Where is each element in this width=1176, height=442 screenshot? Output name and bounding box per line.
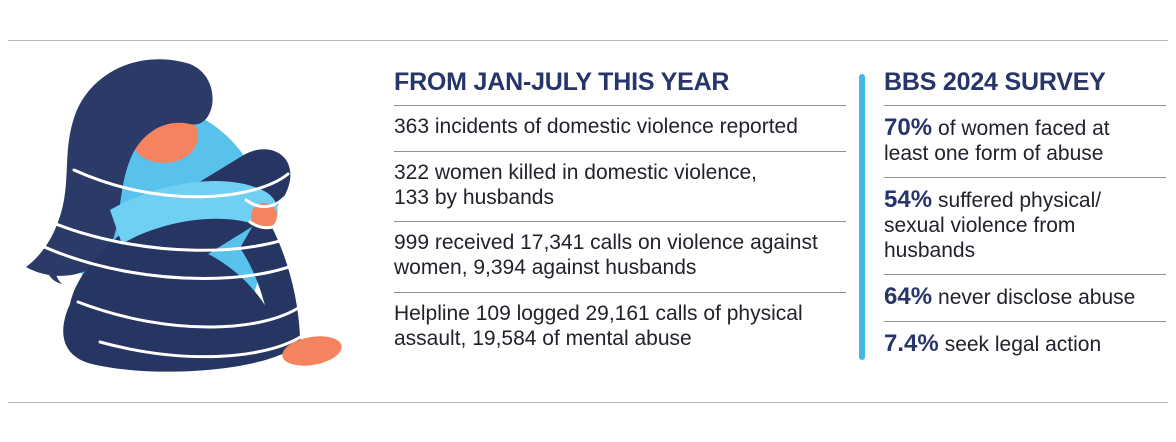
survey-stat-item: 70% of women faced at least one form of a… xyxy=(884,106,1166,179)
illustration-svg xyxy=(26,59,342,372)
survey-stat-item: 64% never disclose abuse xyxy=(884,275,1166,323)
survey-stat-text: never disclose abuse xyxy=(938,285,1136,309)
survey-stat-value: 7.4% xyxy=(884,330,939,358)
survey-section: BBS 2024 SURVEY 70% of women faced at lea… xyxy=(884,68,1166,369)
stat-item: 322 women killed in domestic violence, 1… xyxy=(394,152,846,223)
top-divider xyxy=(8,40,1168,41)
mid-section-title: FROM JAN-JULY THIS YEAR xyxy=(394,68,846,106)
stat-item: 999 received 17,341 calls on violence ag… xyxy=(394,222,846,293)
survey-stat-text: suffered physical/ sexual violence from … xyxy=(884,189,1102,263)
survey-stat-text: of women faced at least one form of abus… xyxy=(884,117,1110,166)
mid-stats-list: 363 incidents of domestic violence repor… xyxy=(394,106,846,362)
survey-section-title: BBS 2024 SURVEY xyxy=(884,68,1166,106)
accent-divider-bar xyxy=(859,74,865,360)
stat-item: 363 incidents of domestic violence repor… xyxy=(394,106,846,152)
survey-stat-item: 54% suffered physical/ sexual violence fr… xyxy=(884,178,1166,275)
survey-stat-value: 64% xyxy=(884,282,933,310)
survey-stat-value: 54% xyxy=(884,186,933,214)
survey-stats-list: 70% of women faced at least one form of a… xyxy=(884,106,1166,369)
survey-stat-value: 70% xyxy=(884,114,933,141)
mid-stats-section: FROM JAN-JULY THIS YEAR 363 incidents of… xyxy=(394,68,846,362)
woman-bound-by-rope-illustration xyxy=(12,52,390,390)
bottom-divider xyxy=(8,402,1168,403)
stat-item: Helpline 109 logged 29,161 calls of phys… xyxy=(394,301,803,350)
survey-stat-item: 7.4% seek legal action xyxy=(884,322,1166,368)
survey-stat-text: seek legal action xyxy=(944,333,1102,357)
